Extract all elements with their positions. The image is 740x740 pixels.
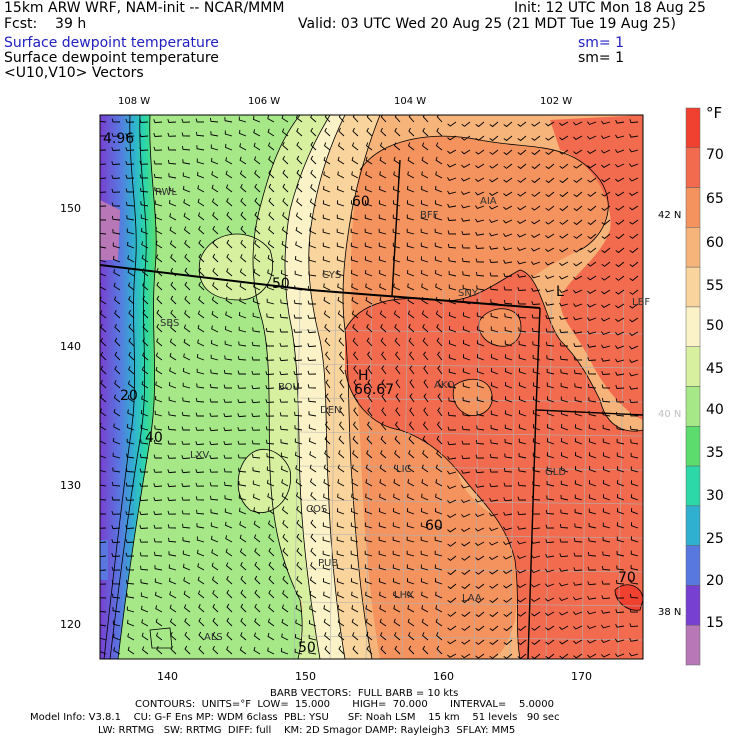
station-laa: LAA — [462, 593, 482, 604]
model-title: 15km ARW WRF, NAM-init -- NCAR/MMM — [4, 0, 285, 16]
lat-label-42n: 42 N — [658, 210, 681, 221]
colorbar-swatch — [685, 426, 701, 467]
colorbar-swatch — [685, 187, 701, 228]
station-gld: GLD — [545, 467, 566, 478]
colorbar-labels: 70 65 60 55 50 45 40 35 30 25 20 15 — [706, 147, 724, 631]
min-value-label: 4.96 — [103, 131, 134, 147]
init-time: Init: 12 UTC Mon 18 Aug 25 — [514, 0, 706, 16]
contour-label-60-north: 60 — [352, 194, 370, 210]
station-rwl: RWL — [155, 187, 177, 198]
colorbar-swatch — [685, 624, 701, 666]
colorbar-unit: °F — [706, 104, 722, 122]
station-lhx: LHX — [394, 590, 414, 601]
smoothing-contour: sm= 1 — [578, 50, 625, 66]
model-info: Model Info: V3.8.1 CU: G-F Ens MP: WDM 6… — [30, 712, 560, 723]
colorbar-swatch — [685, 585, 701, 626]
smoothing-shaded: sm= 1 — [578, 35, 625, 51]
colorbar-label-45: 45 — [706, 361, 724, 377]
lat-label-40n: 40 N — [658, 409, 681, 420]
station-als: ALS — [204, 632, 223, 643]
colorbar-label-25: 25 — [706, 531, 724, 547]
colorbar-label-60: 60 — [706, 235, 724, 251]
map-frame — [99, 114, 644, 660]
station-cos: COS — [306, 504, 327, 515]
physics-info: LW: RRTMG SW: RRTMG DIFF: full KM: 2D Sm… — [98, 725, 516, 736]
lon-label-102: 102 W — [540, 96, 572, 107]
colorbar-swatch — [685, 227, 701, 268]
colorbar-label-35: 35 — [706, 445, 724, 461]
colorbar-swatch — [685, 465, 701, 507]
colorbar-label-20: 20 — [706, 573, 724, 589]
low-marker: L — [556, 284, 564, 300]
max-value-label: 66.67 — [354, 382, 394, 398]
wind-barbs — [100, 115, 639, 659]
colorbar-label-50: 50 — [706, 318, 724, 334]
x-tick-170: 170 — [571, 670, 592, 683]
barb-vectors-info: BARB VECTORS: FULL BARB = 10 kts — [270, 688, 459, 699]
contour-label-50-north: 50 — [272, 276, 290, 292]
colorbar-swatch — [685, 107, 701, 149]
station-sbs: SBS — [160, 318, 179, 329]
colorbar — [685, 107, 701, 666]
colorbar-label-70: 70 — [706, 147, 724, 163]
y-tick-130: 130 — [60, 479, 81, 492]
colorbar-swatch — [685, 147, 701, 188]
lon-label-106: 106 W — [248, 96, 280, 107]
colorbar-label-65: 65 — [706, 191, 724, 207]
contour-label-20: 20 — [120, 388, 138, 404]
y-tick-140: 140 — [60, 340, 81, 353]
county-grid — [293, 289, 643, 659]
contour-lines — [103, 115, 643, 659]
station-labels: RWL SBS BOU DEN AKO SNY BFF AIA CYS LBF … — [155, 187, 650, 643]
lon-label-104: 104 W — [394, 96, 426, 107]
colorbar-swatch — [685, 266, 701, 308]
station-cys: CYS — [322, 270, 341, 281]
forecast-hour: Fcst: 39 h — [4, 16, 87, 32]
station-sny: SNY — [458, 288, 479, 299]
station-aia: AIA — [480, 196, 497, 207]
y-tick-120: 120 — [60, 618, 81, 631]
high-marker: H — [358, 368, 369, 384]
colorbar-label-40: 40 — [706, 402, 724, 418]
station-bou: BOU — [278, 382, 300, 393]
station-den: DEN — [320, 405, 342, 416]
station-lxv: LXV — [190, 450, 209, 461]
colorbar-swatch — [685, 545, 701, 586]
contour-label-70: 70 — [618, 570, 636, 586]
field-title-contour: Surface dewpoint temperature — [4, 50, 219, 66]
station-ako: AKO — [434, 380, 455, 391]
field-title-shaded: Surface dewpoint temperature — [4, 35, 219, 51]
colorbar-swatch — [685, 346, 701, 387]
station-pub: PUB — [318, 558, 338, 569]
colorbar-swatch — [685, 505, 701, 546]
contours-info: CONTOURS: UNITS=°F LOW= 15.000 HIGH= 70.… — [135, 699, 554, 710]
lon-label-108: 108 W — [118, 96, 150, 107]
station-lbf: LBF — [632, 297, 650, 308]
y-tick-150: 150 — [60, 202, 81, 215]
colorbar-label-15: 15 — [706, 615, 724, 631]
station-lic: LIC — [396, 464, 412, 475]
station-bff: BFF — [420, 210, 439, 221]
x-tick-140: 140 — [157, 670, 178, 683]
vector-title: <U10,V10> Vectors — [4, 65, 144, 81]
colorbar-swatch — [685, 306, 701, 347]
contour-value-labels: 60 50 20 40 60 50 70 4.96 H 66.67 L — [103, 131, 636, 656]
contour-label-50-south: 50 — [298, 640, 316, 656]
colorbar-label-55: 55 — [706, 278, 724, 294]
lat-label-38n: 38 N — [658, 607, 681, 618]
contour-label-60-south: 60 — [425, 518, 443, 534]
colorbar-swatch — [685, 386, 701, 427]
valid-time: Valid: 03 UTC Wed 20 Aug 25 (21 MDT Tue … — [298, 16, 676, 32]
colorbar-label-30: 30 — [706, 488, 724, 504]
state-borders — [100, 159, 643, 659]
map-canvas: 108 W 106 W 104 W 102 W 140 150 160 170 … — [60, 96, 724, 683]
x-tick-150: 150 — [295, 670, 316, 683]
x-tick-160: 160 — [433, 670, 454, 683]
contour-label-40: 40 — [145, 430, 163, 446]
